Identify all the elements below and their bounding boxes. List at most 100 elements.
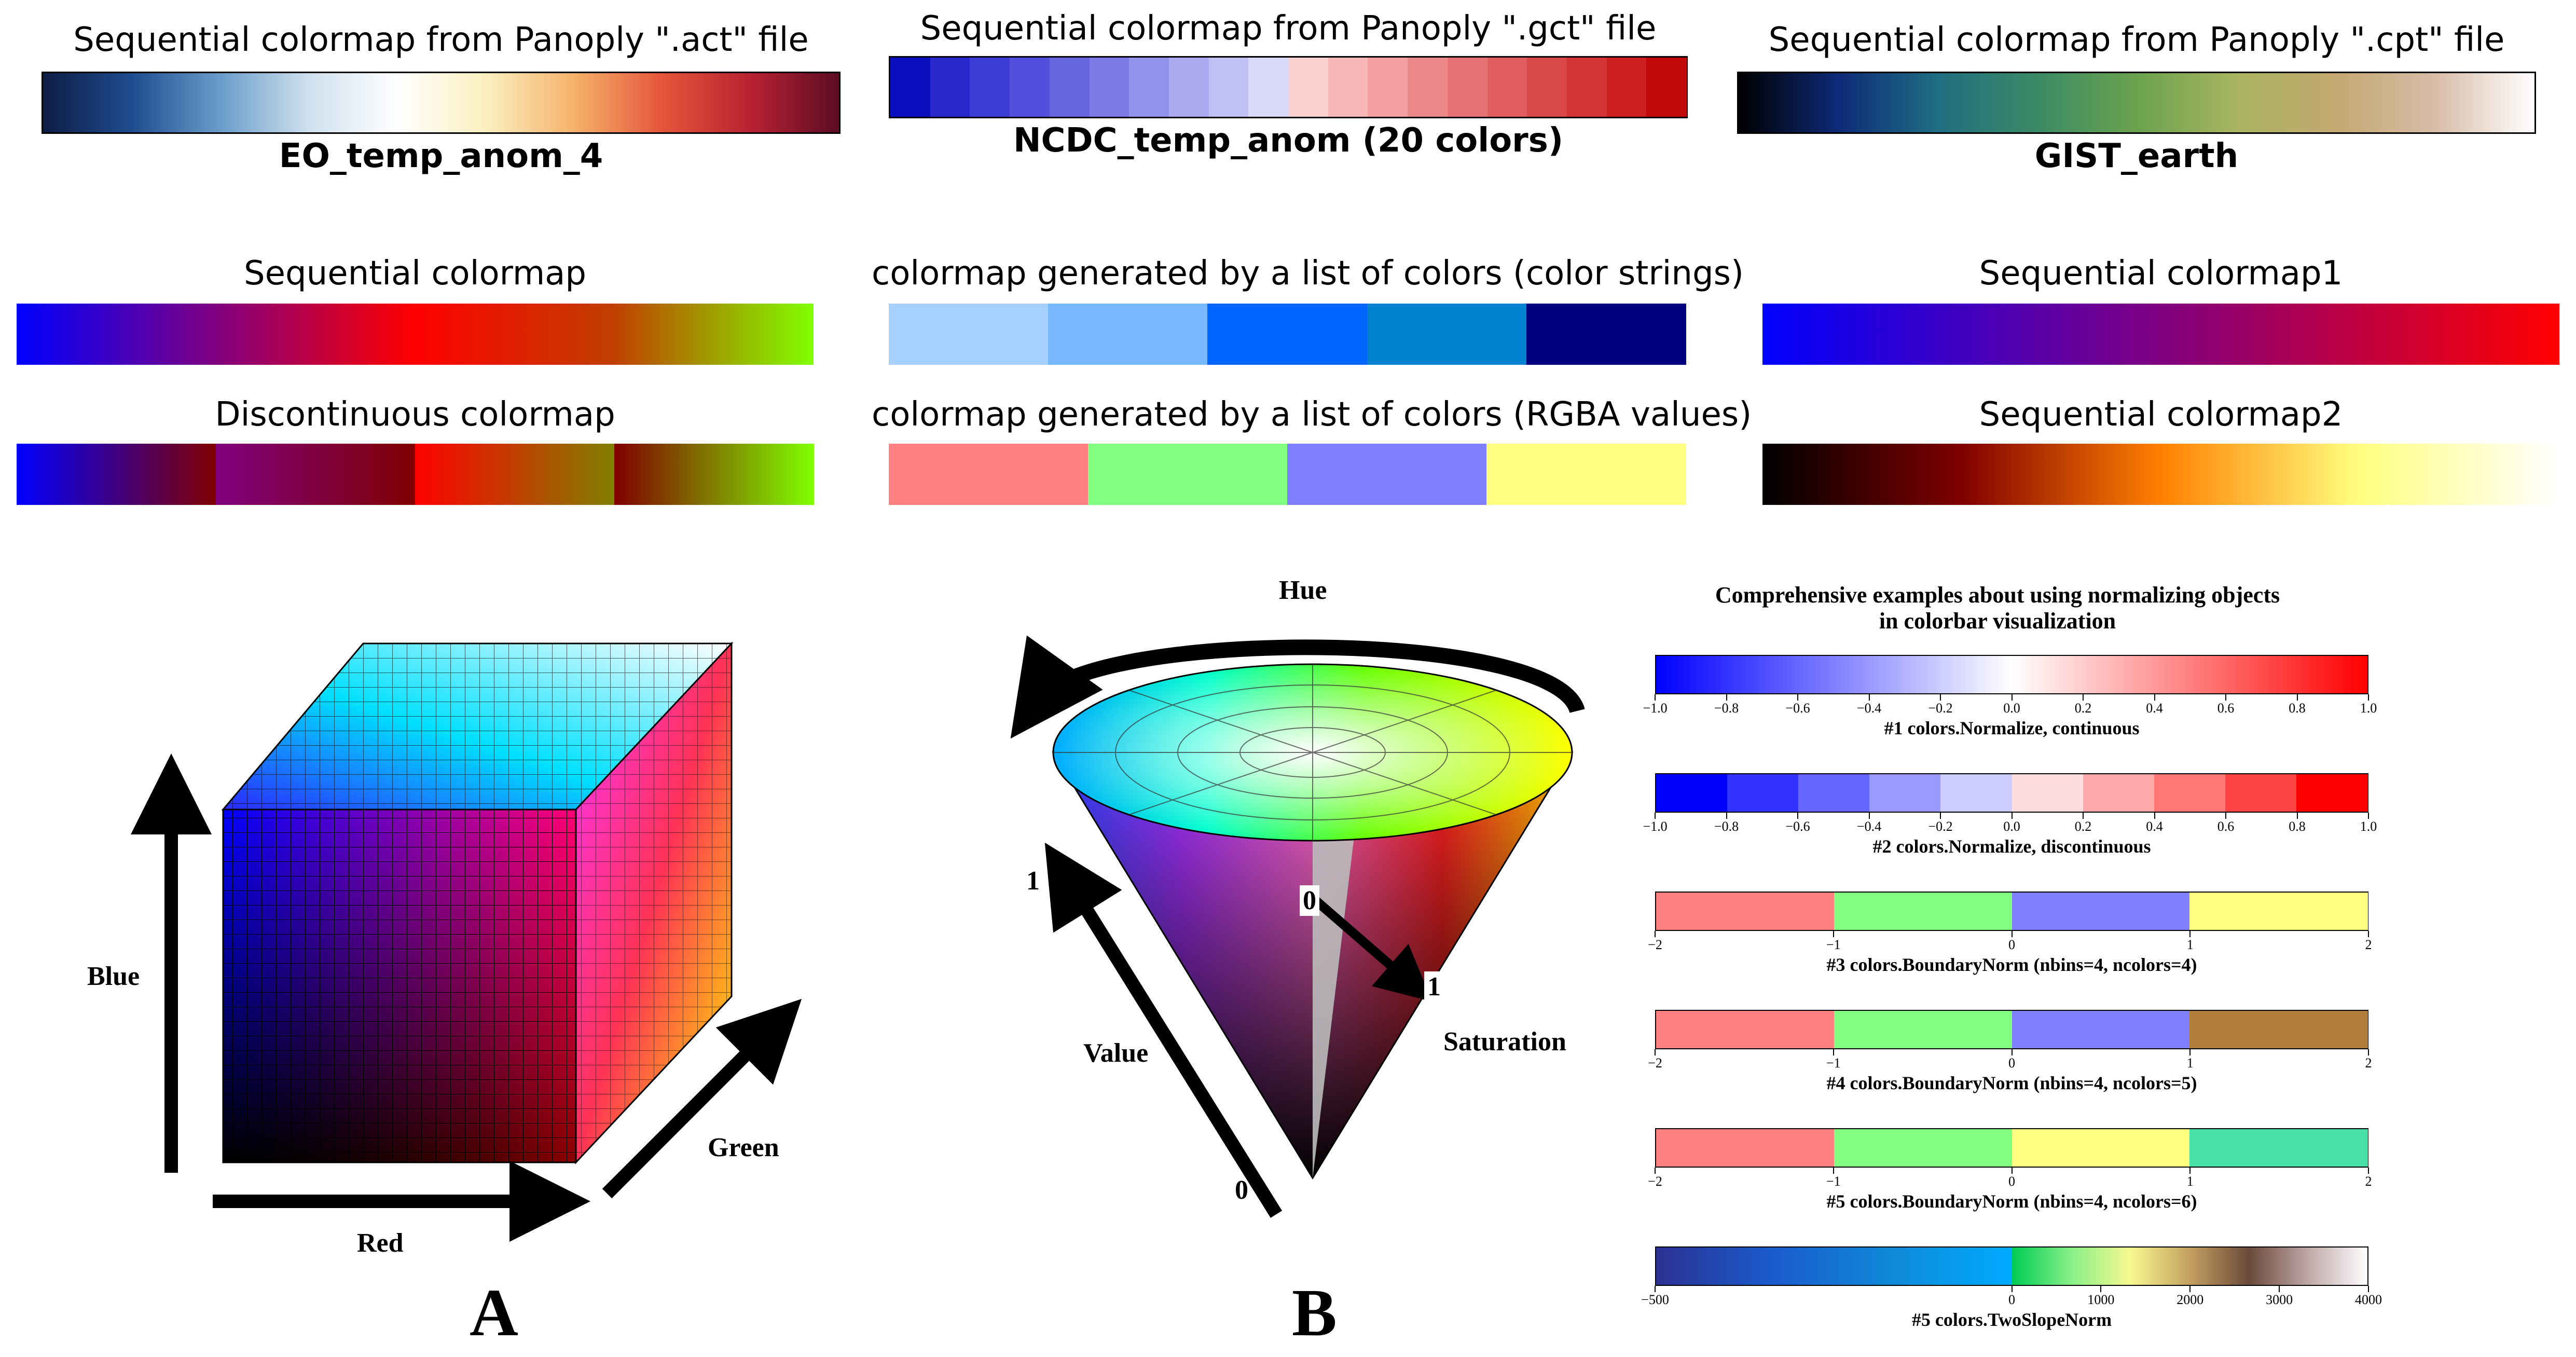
norm-tick-label: 0.8 bbox=[2289, 819, 2306, 834]
act-colormap-title: Sequential colormap from Panoply ".act" … bbox=[73, 21, 809, 59]
norm-tick-label: −1.0 bbox=[1643, 701, 1668, 716]
norm-tick bbox=[2368, 1168, 2369, 1174]
gct-segment bbox=[1646, 58, 1687, 117]
sequential-colormap-title: Sequential colormap bbox=[244, 254, 586, 293]
norm-tick bbox=[1655, 1168, 1656, 1174]
gct-colormap-name: NCDC_temp_anom (20 colors) bbox=[1013, 121, 1564, 160]
norm-tick-label: −2 bbox=[1648, 1174, 1662, 1189]
norm-colorbar-label: #5 colors.BoundaryNorm (nbins=4, ncolors… bbox=[1826, 1191, 2197, 1212]
gct-segment bbox=[890, 58, 931, 117]
norm-tick-label: −0.8 bbox=[1714, 819, 1739, 834]
norm-bar-5-segment bbox=[1656, 1129, 1835, 1167]
norm-bar-4-segment bbox=[2012, 1011, 2190, 1048]
norm-tick-label: 0.2 bbox=[2074, 701, 2092, 716]
norm-tick-label: 1 bbox=[2186, 937, 2194, 952]
norm-tick bbox=[1833, 1049, 1834, 1056]
norm-tick bbox=[1726, 694, 1727, 701]
norm-bar-2-segment bbox=[1656, 774, 1728, 812]
panel-label-a: A bbox=[470, 1276, 518, 1350]
norm-tick-label: −0.6 bbox=[1785, 819, 1810, 834]
norm-tick bbox=[2011, 1168, 2013, 1174]
norm-tick-label: −1.0 bbox=[1643, 819, 1668, 834]
gct-segment bbox=[1208, 58, 1249, 117]
norm-tick bbox=[2100, 1286, 2102, 1292]
norm-tick-label: −0.4 bbox=[1856, 701, 1882, 716]
discontinuous-colormap-bar bbox=[17, 444, 814, 505]
norm-tick-label: 3000 bbox=[2266, 1292, 2293, 1307]
rgb-cube-diagram bbox=[131, 641, 802, 1242]
norm-tick-label: 1 bbox=[2186, 1174, 2194, 1189]
gct-segment bbox=[1368, 58, 1408, 117]
norm-colorbar-5 bbox=[1655, 1128, 2368, 1168]
saturation-label: Saturation bbox=[1443, 1027, 1566, 1057]
norm-tick bbox=[2296, 694, 2298, 701]
norm-tick bbox=[1797, 694, 1798, 701]
norm-tick-label: 1.0 bbox=[2360, 819, 2377, 834]
norm-tick bbox=[2011, 1049, 2013, 1056]
norm-tick bbox=[2225, 813, 2226, 819]
norm-bar-5-segment bbox=[2189, 1129, 2368, 1167]
gct-segment bbox=[1566, 58, 1607, 117]
norm-bar-2-segment bbox=[2296, 774, 2368, 812]
norm-tick-label: 0.4 bbox=[2146, 701, 2163, 716]
norm-bar-3-segment bbox=[2012, 893, 2190, 930]
norm-tick bbox=[2189, 1168, 2191, 1174]
norm-bar-2-segment bbox=[2083, 774, 2155, 812]
norm-colorbar-6 bbox=[1655, 1246, 2368, 1286]
norm-tick bbox=[1726, 813, 1727, 819]
norm-tick-label: 4000 bbox=[2355, 1292, 2382, 1307]
norm-tick bbox=[2189, 1049, 2191, 1056]
norm-bar-3-segment bbox=[1834, 893, 2013, 930]
norm-colorbar-label: #2 colors.Normalize, discontinuous bbox=[1872, 836, 2151, 857]
gct-segment bbox=[1288, 58, 1329, 117]
value-one-label: 1 bbox=[1026, 866, 1040, 896]
norm-tick-label: −0.8 bbox=[1714, 701, 1739, 716]
gct-segment bbox=[1328, 58, 1369, 117]
norm-tick-label: −1 bbox=[1826, 937, 1841, 952]
blue-axis-label: Blue bbox=[87, 962, 140, 991]
norm-tick-label: 2 bbox=[2365, 1174, 2372, 1189]
rgba-segment bbox=[889, 444, 1089, 505]
gct-segment bbox=[1168, 58, 1209, 117]
gct-segment bbox=[1049, 58, 1090, 117]
norm-tick bbox=[2225, 694, 2226, 701]
color-strings-segment bbox=[1048, 304, 1208, 365]
rgba-colormap-title: colormap generated by a list of colors (… bbox=[872, 395, 1752, 434]
norm-bar-2-segment bbox=[1940, 774, 2013, 812]
gct-segment bbox=[1487, 58, 1527, 117]
norm-tick bbox=[2368, 694, 2369, 701]
norm-tick-label: 0.0 bbox=[2003, 819, 2020, 834]
norm-tick bbox=[1940, 694, 1941, 701]
rgba-segment bbox=[1088, 444, 1288, 505]
twoslope-high-segment bbox=[2012, 1248, 2367, 1285]
norm-colorbar-label: #4 colors.BoundaryNorm (nbins=4, ncolors… bbox=[1826, 1073, 2197, 1093]
norm-tick bbox=[2368, 1286, 2369, 1292]
norm-colorbar-1 bbox=[1655, 655, 2368, 694]
norm-tick bbox=[1655, 931, 1656, 937]
norm-tick-label: 1 bbox=[2186, 1056, 2194, 1071]
value-label: Value bbox=[1083, 1038, 1149, 1068]
norm-bar-4-segment bbox=[2189, 1011, 2368, 1048]
hue-label: Hue bbox=[1279, 575, 1327, 605]
color-strings-segment bbox=[889, 304, 1049, 365]
gct-colormap-title: Sequential colormap from Panoply ".gct" … bbox=[920, 9, 1657, 48]
norm-tick bbox=[2011, 1286, 2013, 1292]
value-zero-label: 0 bbox=[1235, 1175, 1248, 1205]
cpt-colormap-bar bbox=[1737, 72, 2536, 134]
color-strings-segment bbox=[1207, 304, 1368, 365]
norm-bar-2-segment bbox=[1869, 774, 1941, 812]
norm-tick bbox=[2189, 1286, 2191, 1292]
rgba-segment bbox=[1287, 444, 1487, 505]
norm-tick-label: −500 bbox=[1641, 1292, 1669, 1307]
norm-colorbar-label: #1 colors.Normalize, continuous bbox=[1884, 718, 2140, 738]
norm-tick bbox=[1868, 813, 1870, 819]
norm-tick bbox=[1655, 1049, 1656, 1056]
norm-tick bbox=[1797, 813, 1798, 819]
norm-tick bbox=[1655, 813, 1656, 819]
norm-bar-4-segment bbox=[1656, 1011, 1835, 1048]
norm-tick bbox=[2368, 1049, 2369, 1056]
sequential-colormap-bar bbox=[17, 304, 814, 365]
norm-tick bbox=[2083, 813, 2084, 819]
norm-tick-label: −0.4 bbox=[1856, 819, 1882, 834]
norm-tick-label: 2000 bbox=[2176, 1292, 2204, 1307]
